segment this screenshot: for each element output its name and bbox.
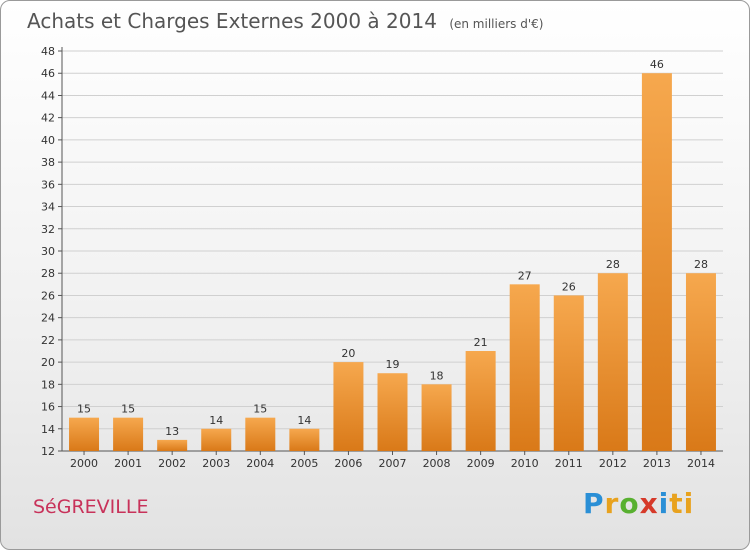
y-tick-label: 44 <box>41 89 55 102</box>
logo-letter: x <box>639 487 659 520</box>
logo-letter: i <box>658 487 670 520</box>
x-tick-label: 2010 <box>511 457 539 470</box>
chart-subtitle: (en milliers d'€) <box>449 17 544 31</box>
y-tick-label: 38 <box>41 156 55 169</box>
value-label: 46 <box>650 58 664 71</box>
y-tick-label: 34 <box>41 201 55 214</box>
x-tick-label: 2003 <box>202 457 230 470</box>
x-tick-label: 2008 <box>423 457 451 470</box>
value-label: 27 <box>518 269 532 282</box>
bar-2003 <box>201 428 232 451</box>
y-tick-label: 24 <box>41 312 55 325</box>
value-label: 14 <box>297 414 311 427</box>
y-tick-label: 32 <box>41 223 55 236</box>
bar-2012 <box>597 273 628 451</box>
y-tick-label: 42 <box>41 112 55 125</box>
value-label: 14 <box>209 414 223 427</box>
y-tick-label: 28 <box>41 267 55 280</box>
y-tick-label: 40 <box>41 134 55 147</box>
x-tick-label: 2004 <box>246 457 274 470</box>
x-tick-label: 2007 <box>379 457 407 470</box>
bar-2004 <box>245 417 276 451</box>
x-tick-label: 2012 <box>599 457 627 470</box>
axes: 12 14 16 18 20 22 24 26 28 30 32 34 36 38 40 42 44 46 48 20… <box>41 45 723 470</box>
value-label: 26 <box>562 280 576 293</box>
x-tick-label: 2013 <box>643 457 671 470</box>
bar-2014 <box>685 273 716 451</box>
x-tick-label: 2002 <box>158 457 186 470</box>
bar-2009 <box>465 351 496 451</box>
bar-2006 <box>333 362 364 451</box>
logo-letter: P <box>583 487 605 520</box>
y-tick-label: 30 <box>41 245 55 258</box>
value-label: 28 <box>606 258 620 271</box>
bar-2007 <box>377 373 408 451</box>
y-tick-label: 22 <box>41 334 55 347</box>
y-tick-label: 16 <box>41 401 55 414</box>
bars <box>69 73 716 451</box>
bar-2013 <box>641 73 672 451</box>
logo-letter: o <box>619 487 640 520</box>
bar-2000 <box>69 417 100 451</box>
value-label: 21 <box>474 336 488 349</box>
bar-2008 <box>421 384 452 451</box>
x-tick-label: 2014 <box>687 457 715 470</box>
logo-letter: r <box>604 487 620 520</box>
x-tick-label: 2006 <box>334 457 362 470</box>
commune-name: SéGREVILLE <box>33 496 149 518</box>
value-labels: 15 15 13 14 15 14 20 19 18 21 27 26 28 46 28 <box>77 58 708 438</box>
value-label: 15 <box>121 403 135 416</box>
chart-title-row: Achats et Charges Externes 2000 à 2014 (… <box>27 9 543 33</box>
y-tick-label: 36 <box>41 178 55 191</box>
value-label: 20 <box>341 347 355 360</box>
x-tick-label: 2001 <box>114 457 142 470</box>
chart-title: Achats et Charges Externes 2000 à 2014 <box>27 9 437 33</box>
value-label: 18 <box>430 369 444 382</box>
x-tick-label: 2009 <box>467 457 495 470</box>
y-tick-label: 20 <box>41 356 55 369</box>
y-tick-label: 26 <box>41 289 55 302</box>
y-tick-label: 18 <box>41 378 55 391</box>
bar-2002 <box>157 439 188 451</box>
bar-2005 <box>289 428 320 451</box>
bar-2011 <box>553 295 584 451</box>
x-tick-label: 2000 <box>70 457 98 470</box>
value-label: 19 <box>386 358 400 371</box>
value-label: 28 <box>694 258 708 271</box>
x-tick-label: 2011 <box>555 457 583 470</box>
bar-2001 <box>113 417 144 451</box>
logo-letter: ti <box>669 487 695 520</box>
value-label: 15 <box>253 403 267 416</box>
proxiti-logo[interactable]: Proxiti <box>583 487 694 520</box>
value-label: 15 <box>77 403 91 416</box>
x-tick-label: 2005 <box>290 457 318 470</box>
y-tick-label: 48 <box>41 45 55 58</box>
y-tick-label: 14 <box>41 423 55 436</box>
value-label: 13 <box>165 425 179 438</box>
bar-2010 <box>509 284 540 451</box>
y-tick-label: 12 <box>41 445 55 458</box>
y-tick-label: 46 <box>41 67 55 80</box>
